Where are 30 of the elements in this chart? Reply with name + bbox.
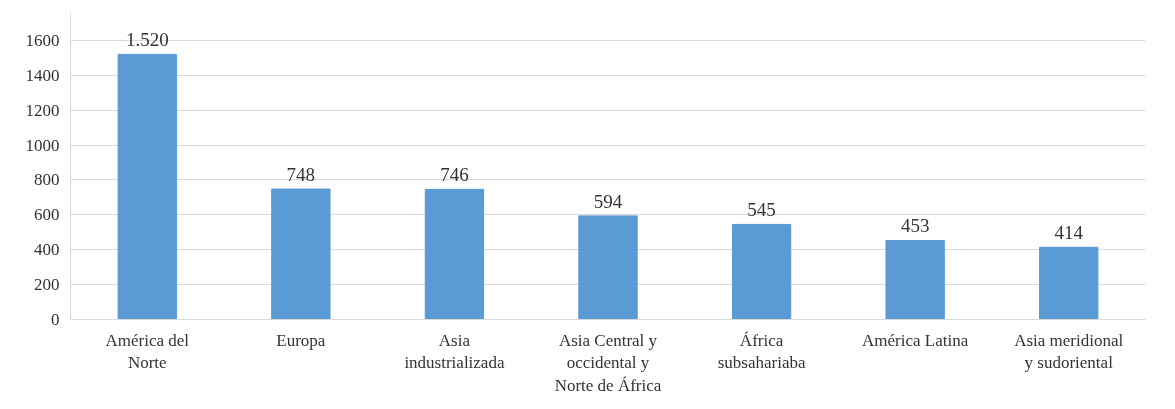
bar — [271, 188, 331, 320]
data-label: 1.520 — [125, 29, 169, 51]
data-label: 545 — [747, 199, 776, 221]
y-tick-label: 0 — [51, 310, 60, 329]
bar — [578, 215, 638, 320]
x-tick-label: América del Norte — [105, 330, 190, 373]
x-tick-label: América Latina — [862, 330, 969, 350]
bar — [1039, 246, 1099, 320]
y-tick-label: 200 — [34, 275, 60, 295]
bar — [731, 223, 792, 320]
y-tick-label: 400 — [34, 240, 60, 260]
x-tick-label: África subsahariaba — [717, 330, 806, 373]
data-label: 594 — [593, 190, 623, 212]
y-tick-label: 1600 — [25, 30, 60, 50]
bar — [885, 239, 945, 320]
x-tick-label: Asia Central y occidental y Norte de África — [554, 330, 662, 396]
x-tick-label: Asia meridional y sudoriental — [1014, 330, 1124, 373]
bar — [424, 188, 485, 320]
y-tick-label: 1000 — [25, 135, 60, 155]
y-tick-label: 1400 — [25, 65, 60, 85]
data-label: 414 — [1054, 222, 1084, 244]
y-tick-label: 600 — [34, 205, 60, 225]
x-tick-label: Asia industrializada — [404, 330, 505, 373]
y-tick-label: 800 — [34, 170, 60, 190]
data-label: 748 — [286, 164, 316, 186]
data-label: 746 — [440, 164, 469, 186]
x-tick-label: Europa — [276, 330, 326, 350]
data-label: 453 — [900, 215, 930, 237]
y-tick-label: 1200 — [25, 100, 60, 120]
bar — [117, 53, 177, 320]
